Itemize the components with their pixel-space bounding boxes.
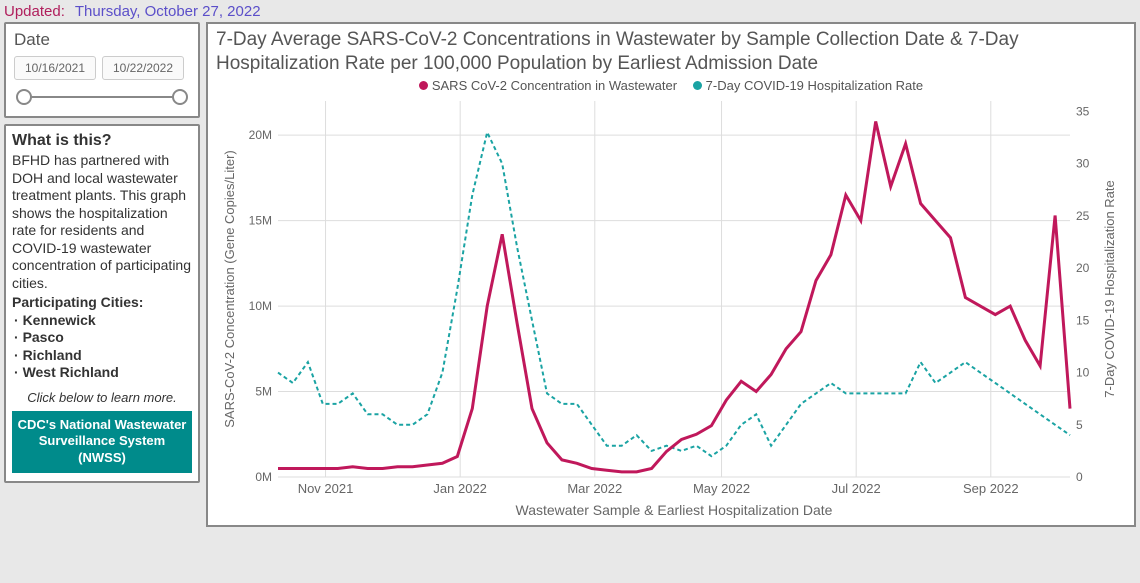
date-filter-title: Date [14, 30, 190, 50]
cities-list: Kennewick Pasco Richland West Richland [12, 312, 192, 382]
svg-text:20: 20 [1076, 261, 1090, 275]
legend-series1: SARS CoV-2 Concentration in Wastewater [419, 78, 677, 93]
svg-text:Jan 2022: Jan 2022 [433, 481, 487, 496]
info-body: BFHD has partnered with DOH and local wa… [12, 152, 192, 382]
date-start-input[interactable] [14, 56, 96, 80]
svg-text:25: 25 [1076, 208, 1090, 222]
svg-text:0M: 0M [255, 470, 272, 484]
svg-text:7-Day COVID-19 Hospitalization: 7-Day COVID-19 Hospitalization Rate [1102, 180, 1117, 397]
svg-text:35: 35 [1076, 104, 1090, 118]
learn-more-text: Click below to learn more. [12, 390, 192, 405]
cdc-nwss-button[interactable]: CDC's National Wastewater Surveillance S… [12, 411, 192, 474]
cities-label: Participating Cities: [12, 294, 192, 312]
svg-text:Jul 2022: Jul 2022 [832, 481, 881, 496]
svg-text:SARS-CoV-2 Concentration (Gene: SARS-CoV-2 Concentration (Gene Copies/Li… [222, 150, 237, 427]
svg-text:20M: 20M [249, 128, 272, 142]
date-end-input[interactable] [102, 56, 184, 80]
updated-date: Thursday, October 27, 2022 [75, 3, 261, 20]
svg-text:Nov 2021: Nov 2021 [298, 481, 354, 496]
svg-text:Wastewater Sample & Earliest H: Wastewater Sample & Earliest Hospitaliza… [516, 502, 833, 518]
legend-label-series1: SARS CoV-2 Concentration in Wastewater [432, 78, 677, 93]
slider-handle-end[interactable] [172, 89, 188, 105]
svg-text:Sep 2022: Sep 2022 [963, 481, 1019, 496]
svg-text:30: 30 [1076, 156, 1090, 170]
city-item: Kennewick [14, 312, 192, 330]
info-title: What is this? [12, 132, 192, 150]
chart-panel: 7-Day Average SARS-CoV-2 Concentrations … [206, 22, 1136, 527]
chart-legend: SARS CoV-2 Concentration in Wastewater 7… [216, 78, 1126, 93]
info-panel: What is this? BFHD has partnered with DO… [4, 124, 200, 483]
legend-dot-series2 [693, 81, 702, 90]
chart-svg: 0M 5M 10M 15M 20M 0 5 10 15 20 25 30 35 Nov 2021 Jan 2… [216, 93, 1126, 525]
updated-row: Updated: Thursday, October 27, 2022 [0, 0, 1140, 22]
city-item: West Richland [14, 364, 192, 382]
svg-text:5M: 5M [255, 384, 272, 398]
city-item: Richland [14, 347, 192, 365]
svg-text:May 2022: May 2022 [693, 481, 750, 496]
svg-text:10M: 10M [249, 299, 272, 313]
svg-text:Mar 2022: Mar 2022 [567, 481, 622, 496]
legend-dot-series1 [419, 81, 428, 90]
city-item: Pasco [14, 329, 192, 347]
legend-series2: 7-Day COVID-19 Hospitalization Rate [693, 78, 923, 93]
slider-track [24, 96, 180, 98]
svg-text:10: 10 [1076, 365, 1090, 379]
svg-text:15M: 15M [249, 213, 272, 227]
date-filter-panel: Date [4, 22, 200, 118]
slider-handle-start[interactable] [16, 89, 32, 105]
date-range-slider[interactable] [16, 88, 188, 106]
svg-text:0: 0 [1076, 470, 1083, 484]
updated-label: Updated: [4, 3, 65, 20]
chart-title: 7-Day Average SARS-CoV-2 Concentrations … [216, 28, 1126, 76]
svg-text:5: 5 [1076, 417, 1083, 431]
legend-label-series2: 7-Day COVID-19 Hospitalization Rate [706, 78, 923, 93]
info-body-text: BFHD has partnered with DOH and local wa… [12, 152, 191, 291]
svg-text:15: 15 [1076, 313, 1090, 327]
